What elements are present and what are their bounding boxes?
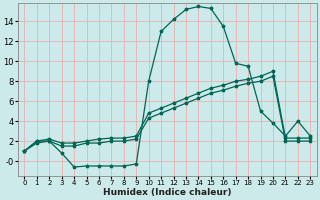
X-axis label: Humidex (Indice chaleur): Humidex (Indice chaleur)	[103, 188, 232, 197]
